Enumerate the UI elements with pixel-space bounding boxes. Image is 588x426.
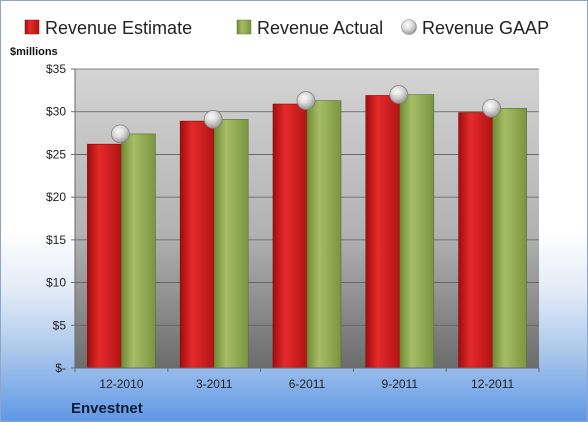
bar-revenue-actual (306, 100, 342, 369)
bar-revenue-estimate (179, 120, 215, 369)
bar-revenue-actual (121, 133, 156, 369)
x-tick-label: 12-2010 (99, 377, 143, 391)
x-tick-label: 6-2011 (289, 377, 326, 391)
y-tick-label: $35 (46, 62, 66, 76)
legend-label-gaap: Revenue GAAP (422, 18, 549, 38)
y-axis-ticks: $- $5 $10 $15 $20 $25 $30 $35 (46, 62, 75, 375)
x-tick-label: 9-2011 (382, 377, 419, 391)
y-tick-label: $30 (46, 105, 66, 119)
bars (87, 94, 527, 369)
y-tick-label: $- (55, 361, 66, 375)
legend-label-actual: Revenue Actual (257, 18, 383, 38)
legend: Revenue Estimate Revenue Actual Revenue … (24, 18, 549, 38)
legend-label-estimate: Revenue Estimate (45, 18, 192, 38)
bar-revenue-estimate (458, 112, 493, 369)
x-tick-label: 12-2011 (471, 377, 514, 391)
marker-revenue-gaap (296, 91, 316, 110)
marker-revenue-gaap (203, 110, 223, 129)
marker-revenue-gaap (389, 85, 409, 104)
bar-revenue-estimate (365, 95, 401, 369)
legend-swatch-actual (236, 19, 252, 35)
y-tick-label: $25 (46, 147, 66, 161)
bar-revenue-actual (399, 94, 435, 369)
y-axis-unit-label: $millions (10, 46, 58, 58)
marker-revenue-gaap (482, 98, 501, 118)
marker-revenue-gaap (111, 124, 130, 144)
legend-item-gaap: Revenue GAAP (401, 18, 549, 38)
legend-item-estimate: Revenue Estimate (24, 18, 192, 38)
y-tick-label: $20 (46, 190, 66, 204)
gaap-markers (111, 85, 501, 144)
y-tick-label: $5 (53, 318, 67, 332)
x-axis-ticks: 12-2010 3-2011 6-2011 9-2011 12-2011 (74, 368, 540, 391)
legend-swatch-estimate (24, 19, 40, 35)
bar-revenue-actual (492, 107, 527, 369)
x-tick-label: 3-2011 (196, 377, 233, 391)
company-name: Envestnet (71, 400, 143, 417)
y-tick-label: $10 (46, 276, 66, 290)
legend-marker-gaap (401, 19, 417, 35)
bar-revenue-actual (213, 119, 249, 369)
y-tick-label: $15 (46, 233, 66, 247)
legend-item-actual: Revenue Actual (236, 18, 383, 38)
bar-revenue-estimate (272, 103, 308, 369)
bar-revenue-estimate (87, 143, 122, 369)
